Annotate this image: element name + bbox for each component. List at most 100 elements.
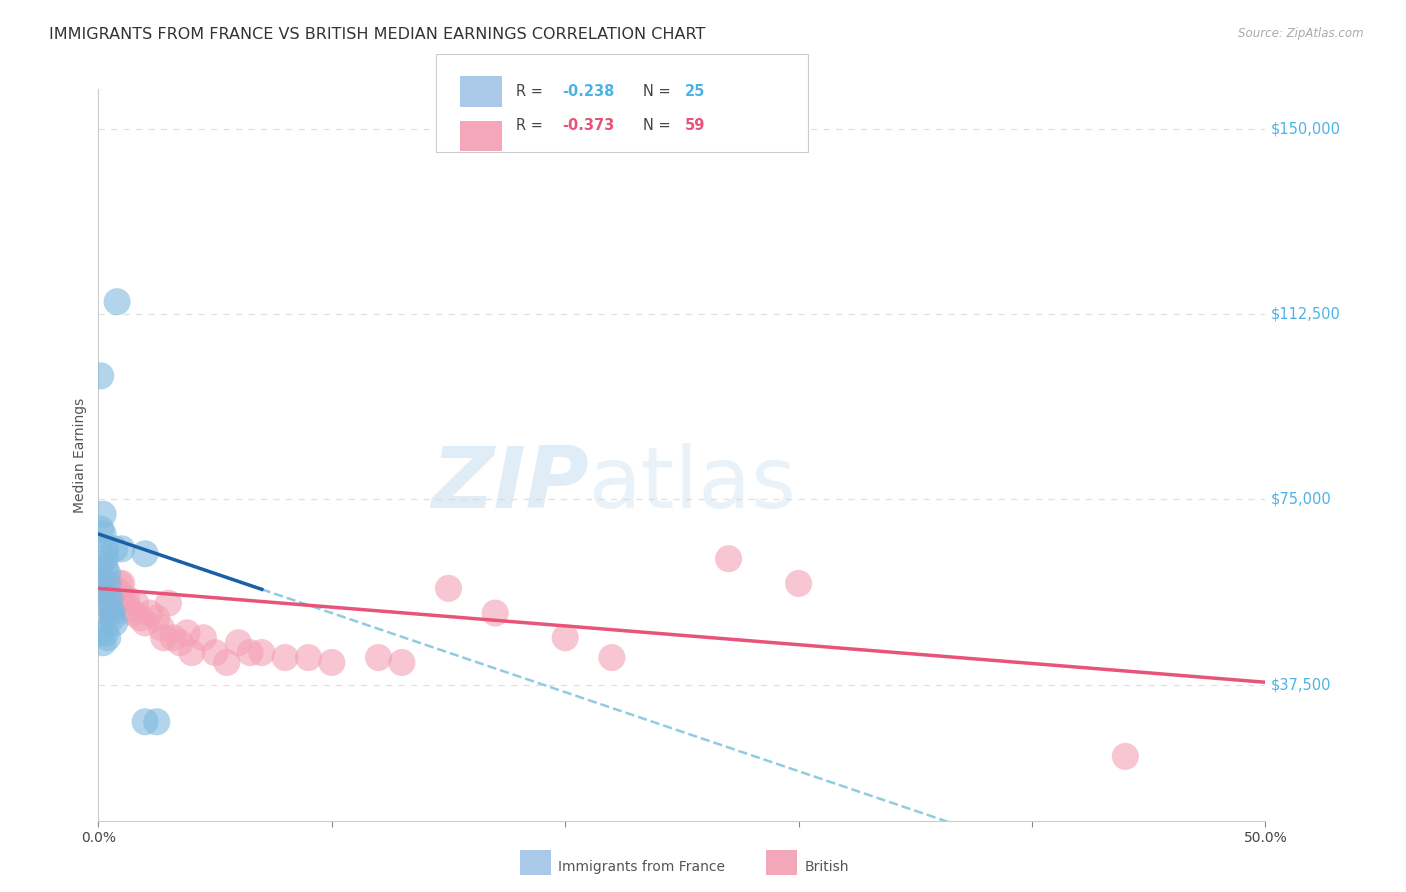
Point [134,615,156,630]
Point [228,636,250,650]
Point [91,586,114,600]
Point [90,368,112,383]
Point [129,611,152,625]
Point [134,714,156,729]
Point [101,611,124,625]
Point [162,631,184,645]
Point [97,566,120,581]
Point [134,547,156,561]
Point [717,551,740,566]
Point [98,596,121,610]
Point [204,646,226,660]
Point [250,646,273,660]
Text: atlas: atlas [589,442,797,525]
Text: $150,000: $150,000 [1271,121,1341,136]
Point [321,656,343,670]
Point [94,541,117,556]
Point [1114,749,1136,764]
Point [150,621,173,635]
Text: Immigrants from France: Immigrants from France [558,860,725,874]
Point [215,656,238,670]
Text: N =: N = [643,118,675,133]
Point [98,586,121,600]
Point [108,586,131,600]
Point [484,606,506,620]
Point [97,591,120,606]
Point [125,596,148,610]
Point [115,591,138,606]
Point [105,596,128,610]
Text: $112,500: $112,500 [1271,307,1341,322]
Text: R =: R = [516,118,547,133]
Point [180,646,202,660]
Text: 25: 25 [685,84,704,99]
Point [101,606,124,620]
Point [146,714,169,729]
Point [97,631,120,645]
Point [118,601,141,615]
Point [97,606,120,620]
Point [193,631,215,645]
Text: -0.238: -0.238 [562,84,614,99]
Point [90,522,112,536]
Point [94,591,117,606]
Point [111,541,134,556]
Point [600,650,623,665]
Point [91,507,114,521]
Point [90,572,112,586]
Point [554,631,576,645]
Point [176,625,198,640]
Point [101,591,124,606]
Y-axis label: Median Earnings: Median Earnings [73,397,87,513]
Point [94,601,117,615]
Point [94,625,117,640]
Point [91,527,114,541]
Text: Source: ZipAtlas.com: Source: ZipAtlas.com [1239,27,1364,40]
Point [146,611,169,625]
Text: 59: 59 [685,118,704,133]
Point [90,625,112,640]
Point [297,650,319,665]
Point [90,582,112,596]
Text: $37,500: $37,500 [1271,677,1331,692]
Point [91,636,114,650]
Point [91,596,114,610]
Text: British: British [804,860,849,874]
Text: R =: R = [516,84,547,99]
Point [787,576,810,591]
Point [105,294,128,309]
Text: -0.373: -0.373 [562,118,614,133]
Point [98,601,121,615]
Point [98,591,121,606]
Point [90,557,112,571]
Point [97,586,120,600]
Point [94,582,117,596]
Point [104,541,127,556]
Point [104,615,127,630]
Point [274,650,297,665]
Point [122,606,145,620]
Point [152,631,174,645]
Point [104,582,127,596]
Point [97,601,120,615]
Point [104,596,127,610]
Point [108,576,131,591]
Point [90,591,112,606]
Text: IMMIGRANTS FROM FRANCE VS BRITISH MEDIAN EARNINGS CORRELATION CHART: IMMIGRANTS FROM FRANCE VS BRITISH MEDIAN… [49,27,706,42]
Point [101,601,124,615]
Point [91,576,114,591]
Point [391,656,413,670]
Point [105,586,128,600]
Point [367,650,389,665]
Text: N =: N = [643,84,675,99]
Point [437,582,460,596]
Point [239,646,262,660]
Point [111,591,134,606]
Point [94,551,117,566]
Point [157,596,180,610]
Text: $75,000: $75,000 [1271,491,1331,507]
Point [169,636,191,650]
Point [94,561,117,575]
Text: ZIP: ZIP [430,442,589,525]
Point [139,606,162,620]
